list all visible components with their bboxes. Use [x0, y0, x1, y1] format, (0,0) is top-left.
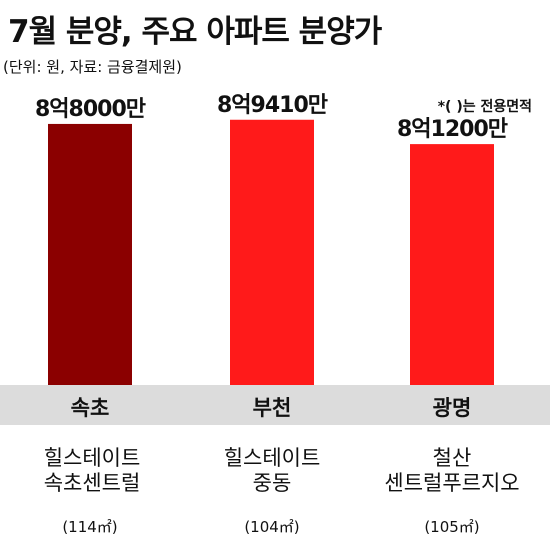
area-note: (104㎡): [244, 518, 300, 536]
category-label: 속초: [70, 396, 110, 420]
complex-name: 힐스테이트 속초센트럴: [2, 446, 182, 496]
footnote: *( )는 전용면적: [437, 99, 532, 115]
value-label: 8억1200만: [397, 117, 508, 142]
category-band: [0, 385, 550, 425]
bar-광명: [410, 144, 494, 385]
complex-name-line: 힐스테이트: [223, 446, 321, 470]
category-label: 광명: [432, 396, 472, 420]
complex-name-line: 철산: [432, 446, 472, 470]
value-label: 8억8000만: [35, 97, 146, 122]
page-title: 7월 분양, 주요 아파트 분양가: [8, 14, 382, 50]
chart-subtitle: (단위: 원, 자료: 금융결제원): [3, 58, 182, 76]
complex-name-line: 속초센트럴: [43, 471, 141, 495]
bar-chart: 8억8000만 8억9410만 8억1200만: [35, 93, 509, 385]
complex-name-line: 중동: [252, 471, 292, 495]
complex-name: 철산 센트럴푸르지오: [362, 446, 542, 496]
complex-name-line: 힐스테이트: [43, 446, 141, 470]
bar-부천: [230, 119, 314, 385]
category-label: 부천: [252, 396, 292, 420]
bar-속초: [48, 123, 132, 385]
complex-name: 힐스테이트 중동: [182, 446, 362, 496]
value-label: 8억9410만: [217, 93, 328, 118]
complex-name-line: 센트럴푸르지오: [384, 471, 520, 495]
area-note: (114㎡): [62, 518, 118, 536]
area-note: (105㎡): [424, 518, 480, 536]
